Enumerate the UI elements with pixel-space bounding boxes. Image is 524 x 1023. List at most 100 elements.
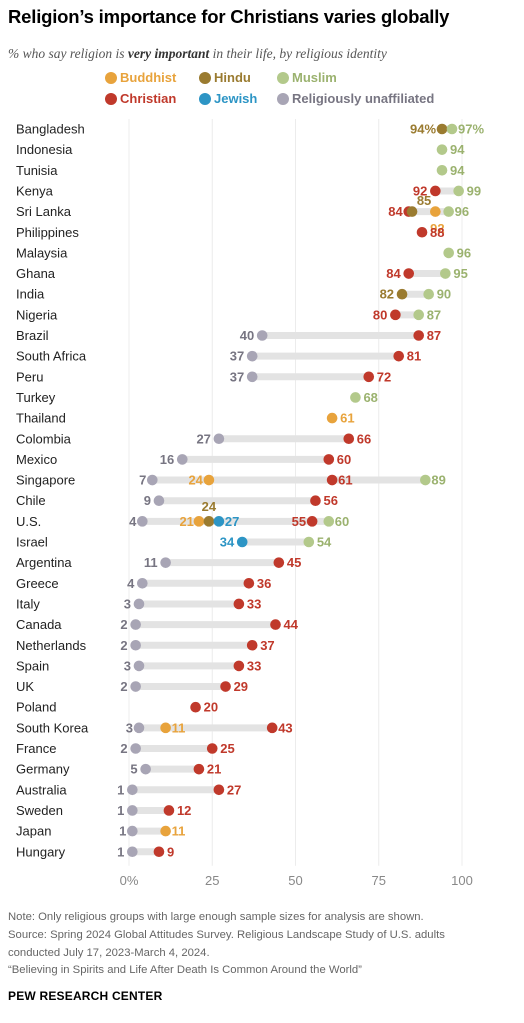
dot-christian [416, 226, 428, 238]
value-label-religiously-unaffiliated: 5 [130, 762, 137, 777]
country-label-israel: Israel [16, 535, 48, 550]
value-label-jewish: 27 [225, 514, 239, 529]
legend-label-muslim: Muslim [292, 70, 337, 85]
dot-christian [206, 743, 218, 754]
dot-muslim [443, 247, 454, 259]
country-label-chile: Chile [16, 493, 46, 508]
country-label-turkey: Turkey [16, 390, 56, 405]
dot-buddhist [160, 722, 171, 734]
dot-christian [390, 309, 401, 321]
dot-religiously-unaffiliated [127, 784, 138, 796]
value-label-christian: 27 [227, 782, 241, 797]
dot-muslim [420, 474, 431, 486]
dot-christian [220, 681, 231, 692]
dot-religiously-unaffiliated [213, 433, 225, 445]
value-label-muslim: 60 [335, 514, 349, 529]
dot-religiously-unaffiliated [127, 805, 138, 816]
dot-christian [430, 185, 441, 197]
x-tick-label: 25 [205, 873, 219, 888]
legend-label-hindu: Hindu [214, 70, 251, 85]
value-label-christian: 45 [287, 555, 301, 570]
value-label-religiously-unaffiliated: 40 [240, 328, 254, 343]
country-label-canada: Canada [16, 617, 62, 632]
dot-christian [266, 722, 278, 734]
country-label-ghana: Ghana [16, 266, 56, 281]
x-tick-label: 50 [288, 873, 302, 888]
country-label-netherlands: Netherlands [16, 638, 87, 653]
dot-religiously-unaffiliated [160, 557, 171, 568]
value-label-christian: 61 [338, 473, 352, 488]
country-label-greece: Greece [16, 576, 59, 591]
value-label-christian: 20 [204, 700, 218, 715]
dot-religiously-unaffiliated [130, 639, 141, 651]
value-label-buddhist: 11 [172, 720, 186, 735]
dot-christian [233, 598, 245, 610]
legend-label-jewish: Jewish [214, 91, 258, 106]
value-label-muslim: 87 [427, 307, 441, 322]
legend-dot-christian [105, 93, 117, 105]
dot-jewish [236, 536, 248, 548]
dot-religiously-unaffiliated [246, 350, 258, 362]
dot-muslim [440, 268, 451, 279]
value-label-christian: 56 [323, 493, 337, 508]
value-label-religiously-unaffiliated: 37 [230, 369, 244, 384]
dot-religiously-unaffiliated [133, 598, 145, 610]
dot-christian [213, 784, 225, 796]
dot-muslim [453, 185, 464, 197]
value-label-religiously-unaffiliated: 2 [120, 679, 127, 694]
dot-muslim [446, 123, 458, 135]
dot-christian [310, 495, 321, 507]
dot-religiously-unaffiliated [133, 722, 145, 734]
dot-hindu [396, 288, 408, 300]
value-label-christian: 25 [220, 741, 234, 756]
dot-muslim [413, 309, 425, 321]
dot-religiously-unaffiliated [130, 681, 141, 692]
value-label-muslim: 95 [453, 266, 467, 281]
x-tick-label: 75 [372, 873, 386, 888]
dot-religiously-unaffiliated [130, 743, 141, 754]
dot-christian [163, 805, 175, 816]
country-label-south-korea: South Korea [16, 720, 89, 735]
country-label-tunisia: Tunisia [16, 163, 58, 178]
value-label-religiously-unaffiliated: 2 [120, 617, 127, 632]
value-label-religiously-unaffiliated: 1 [117, 803, 124, 818]
value-label-christian: 9 [167, 844, 174, 859]
value-label-christian: 21 [207, 762, 221, 777]
value-label-christian: 36 [257, 576, 271, 591]
value-label-religiously-unaffiliated: 37 [230, 349, 244, 364]
footer-source-line-2: conducted July 17, 2023-March 4, 2024. [8, 947, 210, 959]
value-label-religiously-unaffiliated: 1 [117, 782, 124, 797]
value-label-christian: 55 [292, 514, 306, 529]
value-label-christian: 88 [430, 225, 444, 240]
country-label-argentina: Argentina [16, 555, 72, 570]
dot-religiously-unaffiliated [140, 763, 151, 775]
legend-dot-buddhist [105, 72, 117, 84]
country-label-poland: Poland [16, 700, 56, 715]
value-label-christian: 66 [357, 431, 371, 446]
country-label-sri-lanka: Sri Lanka [16, 204, 72, 219]
dot-hindu [436, 123, 448, 135]
value-label-religiously-unaffiliated: 1 [119, 824, 126, 839]
value-label-jewish: 34 [220, 535, 235, 550]
dot-religiously-unaffiliated [246, 371, 258, 383]
dot-religiously-unaffiliated [127, 825, 138, 837]
value-label-muslim: 89 [431, 473, 445, 488]
value-label-buddhist: 21 [179, 514, 193, 529]
value-label-muslim: 68 [363, 390, 377, 405]
country-label-australia: Australia [16, 782, 67, 797]
country-label-brazil: Brazil [16, 328, 49, 343]
dot-christian [193, 763, 205, 775]
country-label-bangladesh: Bangladesh [16, 122, 85, 137]
dot-religiously-unaffiliated [137, 578, 148, 589]
country-label-singapore: Singapore [16, 473, 75, 488]
value-label-religiously-unaffiliated: 1 [117, 844, 124, 859]
value-label-religiously-unaffiliated: 2 [120, 638, 127, 653]
value-label-religiously-unaffiliated: 9 [144, 493, 151, 508]
value-label-buddhist: 92 [430, 221, 444, 236]
dot-christian [246, 639, 258, 651]
dot-religiously-unaffiliated [137, 516, 148, 527]
country-label-italy: Italy [16, 596, 40, 611]
dot-christian [413, 330, 425, 341]
country-label-sweden: Sweden [16, 803, 63, 818]
value-label-christian: 37 [260, 638, 274, 653]
